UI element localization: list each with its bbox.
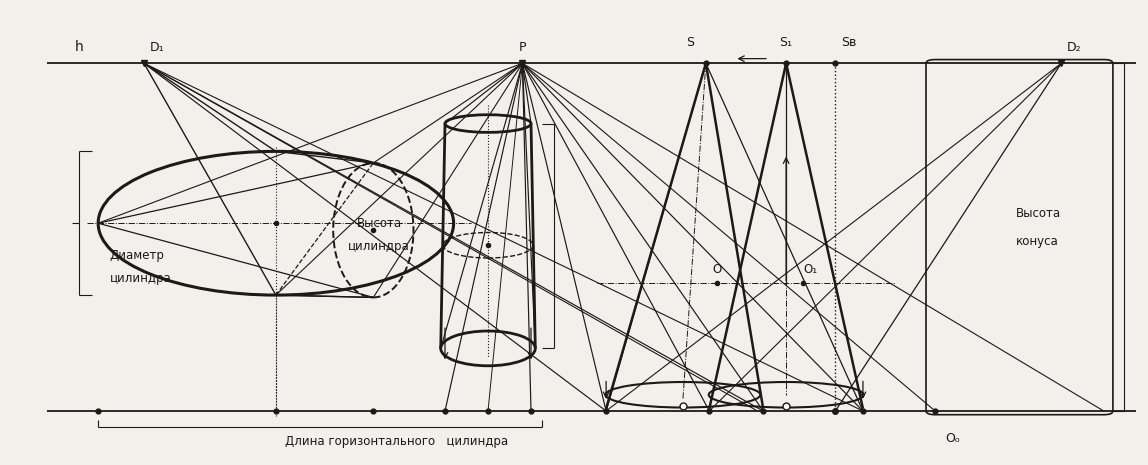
Text: цилиндра: цилиндра bbox=[348, 240, 410, 253]
Text: S: S bbox=[687, 36, 695, 49]
Text: Sʙ: Sʙ bbox=[841, 36, 856, 49]
Text: Высота: Высота bbox=[357, 217, 402, 230]
Text: O₁: O₁ bbox=[804, 263, 817, 276]
Text: цилиндра: цилиндра bbox=[109, 272, 171, 286]
Text: S₁: S₁ bbox=[779, 36, 792, 49]
Text: конуса: конуса bbox=[1016, 235, 1058, 248]
Text: D₂: D₂ bbox=[1066, 40, 1081, 53]
Text: h: h bbox=[76, 40, 84, 54]
Text: Диаметр: Диаметр bbox=[109, 249, 164, 262]
Text: D₁: D₁ bbox=[149, 40, 164, 53]
Text: P: P bbox=[519, 40, 526, 53]
Text: Высота: Высота bbox=[1016, 207, 1061, 220]
Text: Oₒ: Oₒ bbox=[945, 432, 960, 445]
Text: O: O bbox=[713, 263, 722, 276]
Text: Длина горизонтального   цилиндра: Длина горизонтального цилиндра bbox=[285, 435, 507, 448]
